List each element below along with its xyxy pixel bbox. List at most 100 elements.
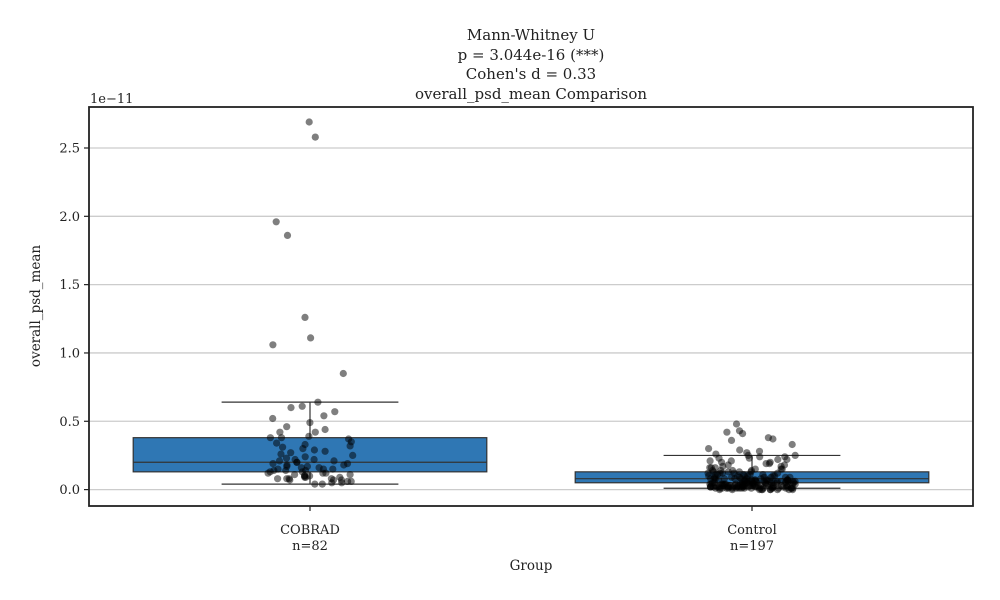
point-COBRAD-27 [279, 443, 287, 451]
point-COBRAD-79 [318, 480, 326, 488]
point-COBRAD-7 [339, 369, 347, 378]
point-COBRAD-12 [320, 412, 328, 420]
point-Control-0 [732, 420, 741, 428]
point-COBRAD-2 [272, 218, 280, 226]
point-COBRAD-61 [291, 471, 299, 479]
point-COBRAD-17 [276, 428, 284, 436]
point-COBRAD-50 [329, 465, 337, 473]
point-COBRAD-19 [305, 432, 313, 440]
point-Control-9 [736, 446, 744, 454]
point-COBRAD-36 [310, 455, 318, 464]
point-COBRAD-21 [266, 434, 274, 442]
grid [89, 147, 973, 491]
x-tick-count-0: n=82 [292, 539, 328, 554]
y-offset-label: 1e−11 [90, 92, 133, 107]
point-Control-188 [773, 486, 782, 494]
point-COBRAD-81 [264, 469, 272, 477]
point-Control-16 [756, 453, 764, 461]
title-line-4: overall_psd_mean Comparison [415, 85, 647, 103]
point-Control-26 [762, 460, 770, 468]
point-COBRAD-11 [331, 408, 339, 416]
x-tick-count-1: n=197 [730, 539, 774, 554]
point-COBRAD-31 [287, 449, 295, 457]
x-axis-label: Group [510, 558, 553, 574]
point-COBRAD-15 [283, 423, 291, 431]
y-tick-label-4: 2.0 [59, 210, 80, 225]
point-Control-7 [788, 440, 796, 449]
point-COBRAD-60 [346, 471, 354, 479]
boxes [132, 401, 930, 489]
point-COBRAD-35 [282, 454, 291, 462]
point-Control-70 [720, 475, 729, 483]
title-line-2: p = 3.044e-16 (***) [458, 46, 605, 64]
point-Control-194 [789, 486, 797, 494]
chart-title: Mann-Whitney U p = 3.044e-16 (***) Cohen… [415, 26, 647, 103]
point-COBRAD-8 [314, 398, 322, 406]
y-axis-label: overall_psd_mean [28, 245, 44, 367]
point-COBRAD-3 [283, 231, 292, 239]
point-COBRAD-78 [328, 479, 336, 487]
point-Control-36 [778, 465, 786, 473]
title-line-3: Cohen's d = 0.33 [466, 65, 596, 83]
point-COBRAD-41 [293, 458, 301, 466]
point-COBRAD-67 [301, 473, 309, 481]
title-line-1: Mann-Whitney U [467, 26, 595, 44]
point-COBRAD-6 [269, 341, 277, 349]
point-Control-17 [745, 454, 753, 462]
point-COBRAD-9 [298, 402, 306, 410]
point-Control-193 [766, 486, 775, 494]
x-tick-label-1: Control [727, 523, 777, 538]
point-Control-13 [791, 451, 799, 459]
point-Control-10 [755, 447, 764, 455]
point-COBRAD-0 [305, 118, 313, 126]
point-COBRAD-14 [306, 419, 314, 427]
point-Control-192 [716, 486, 724, 494]
point-Control-2 [723, 428, 731, 436]
points [264, 118, 799, 494]
y-tick-label-0: 0.0 [59, 483, 80, 498]
point-Control-71 [731, 475, 739, 483]
point-Control-8 [705, 445, 713, 453]
point-Control-20 [783, 455, 791, 464]
point-COBRAD-20 [277, 434, 286, 442]
point-COBRAD-76 [344, 477, 352, 485]
point-COBRAD-18 [311, 428, 319, 436]
point-COBRAD-26 [346, 442, 354, 450]
y-ticks: 0.0 0.5 1.0 1.5 2.0 2.5 [59, 141, 89, 498]
y-tick-label-3: 1.5 [59, 278, 80, 293]
point-COBRAD-30 [321, 447, 329, 455]
point-COBRAD-80 [311, 480, 319, 488]
point-COBRAD-32 [277, 450, 285, 458]
point-Control-175 [740, 484, 748, 492]
point-COBRAD-42 [269, 460, 277, 468]
x-tick-label-0: COBRAD [280, 523, 340, 538]
point-COBRAD-53 [282, 466, 290, 475]
point-COBRAD-28 [299, 445, 307, 453]
point-COBRAD-1 [311, 133, 319, 141]
point-COBRAD-39 [330, 457, 338, 465]
point-Control-195 [758, 486, 766, 494]
y-tick-label-1: 0.5 [59, 415, 80, 430]
point-COBRAD-72 [286, 476, 294, 484]
point-COBRAD-34 [301, 453, 309, 461]
point-Control-167 [747, 484, 755, 492]
point-COBRAD-10 [287, 404, 295, 412]
y-tick-label-5: 2.5 [59, 141, 80, 156]
point-COBRAD-71 [274, 475, 282, 483]
point-Control-44 [724, 468, 732, 476]
point-COBRAD-33 [349, 451, 357, 459]
point-Control-3 [739, 430, 747, 438]
y-tick-label-2: 1.0 [59, 346, 80, 361]
point-COBRAD-59 [319, 469, 327, 477]
point-COBRAD-4 [301, 313, 309, 321]
point-Control-6 [727, 436, 736, 444]
point-COBRAD-24 [273, 439, 281, 447]
box-COBRAD [132, 401, 488, 485]
point-Control-5 [769, 435, 777, 443]
point-Control-28 [724, 461, 732, 469]
point-COBRAD-77 [338, 479, 346, 487]
point-Control-19 [774, 455, 782, 464]
point-Control-22 [706, 457, 714, 465]
point-COBRAD-13 [269, 414, 277, 423]
